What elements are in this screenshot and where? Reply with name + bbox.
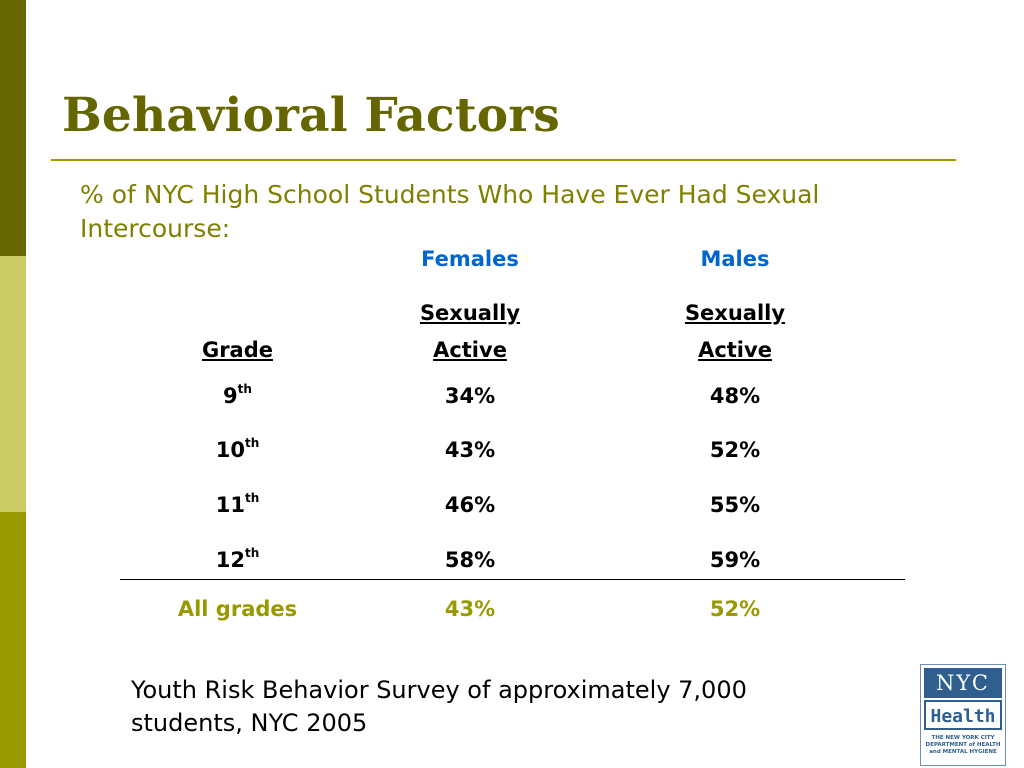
table-row-grade: 12th	[150, 546, 325, 572]
grade-number: 9	[223, 384, 238, 408]
grade-number: 11	[215, 493, 245, 517]
males-header: Males	[700, 247, 770, 271]
title-divider	[51, 159, 956, 161]
grade-number: 10	[215, 438, 245, 462]
grade-suffix: th	[244, 546, 260, 560]
sidebar-band-mid	[0, 512, 26, 768]
table-row-grade: 9th	[150, 382, 325, 408]
logo-department-text: THE NEW YORK CITY DEPARTMENT of HEALTH a…	[923, 735, 1003, 756]
logo-small-line: and MENTAL HYGIENE	[929, 749, 997, 755]
table-row-grade: 10th	[150, 436, 325, 462]
table-cell-female: 34%	[444, 384, 496, 408]
table-cell-female: 58%	[444, 548, 496, 572]
female-col-header-line2: Active	[433, 338, 507, 362]
table-cell-male: 48%	[709, 384, 761, 408]
logo-nyc-text: NYC	[924, 668, 1002, 698]
female-col-header-line1: Sexually	[419, 301, 521, 325]
logo-small-line: DEPARTMENT of HEALTH	[925, 742, 1001, 748]
females-header: Females	[421, 247, 519, 271]
table-row-grade: 11th	[150, 491, 325, 517]
grade-suffix: th	[244, 491, 260, 505]
total-cell-female: 43%	[444, 597, 496, 621]
table-cell-male: 55%	[709, 493, 761, 517]
sidebar-band-light	[0, 256, 26, 512]
grade-suffix: th	[244, 436, 260, 450]
sidebar-band-dark	[0, 0, 26, 256]
grade-col-header: Grade	[201, 338, 274, 362]
slide-title: Behavioral Factors	[62, 88, 560, 143]
source-note: Youth Risk Behavior Survey of approximat…	[131, 676, 747, 737]
grade-suffix: th	[237, 382, 252, 396]
table-cell-female: 46%	[444, 493, 496, 517]
grade-number: 12	[215, 548, 245, 572]
table-cell-male: 52%	[709, 438, 761, 462]
male-col-header-line1: Sexually	[684, 301, 786, 325]
nyc-health-logo: NYC Health THE NEW YORK CITY DEPARTMENT …	[920, 664, 1006, 766]
logo-health-text: Health	[924, 700, 1002, 730]
table-cell-female: 43%	[444, 438, 496, 462]
total-cell-male: 52%	[709, 597, 761, 621]
table-cell-male: 59%	[709, 548, 761, 572]
total-row-label: All grades	[177, 597, 298, 621]
slide-subtitle: % of NYC High School Students Who Have E…	[80, 180, 820, 243]
table-divider	[120, 579, 905, 580]
male-col-header-line2: Active	[698, 338, 772, 362]
logo-small-line: THE NEW YORK CITY	[931, 735, 995, 741]
